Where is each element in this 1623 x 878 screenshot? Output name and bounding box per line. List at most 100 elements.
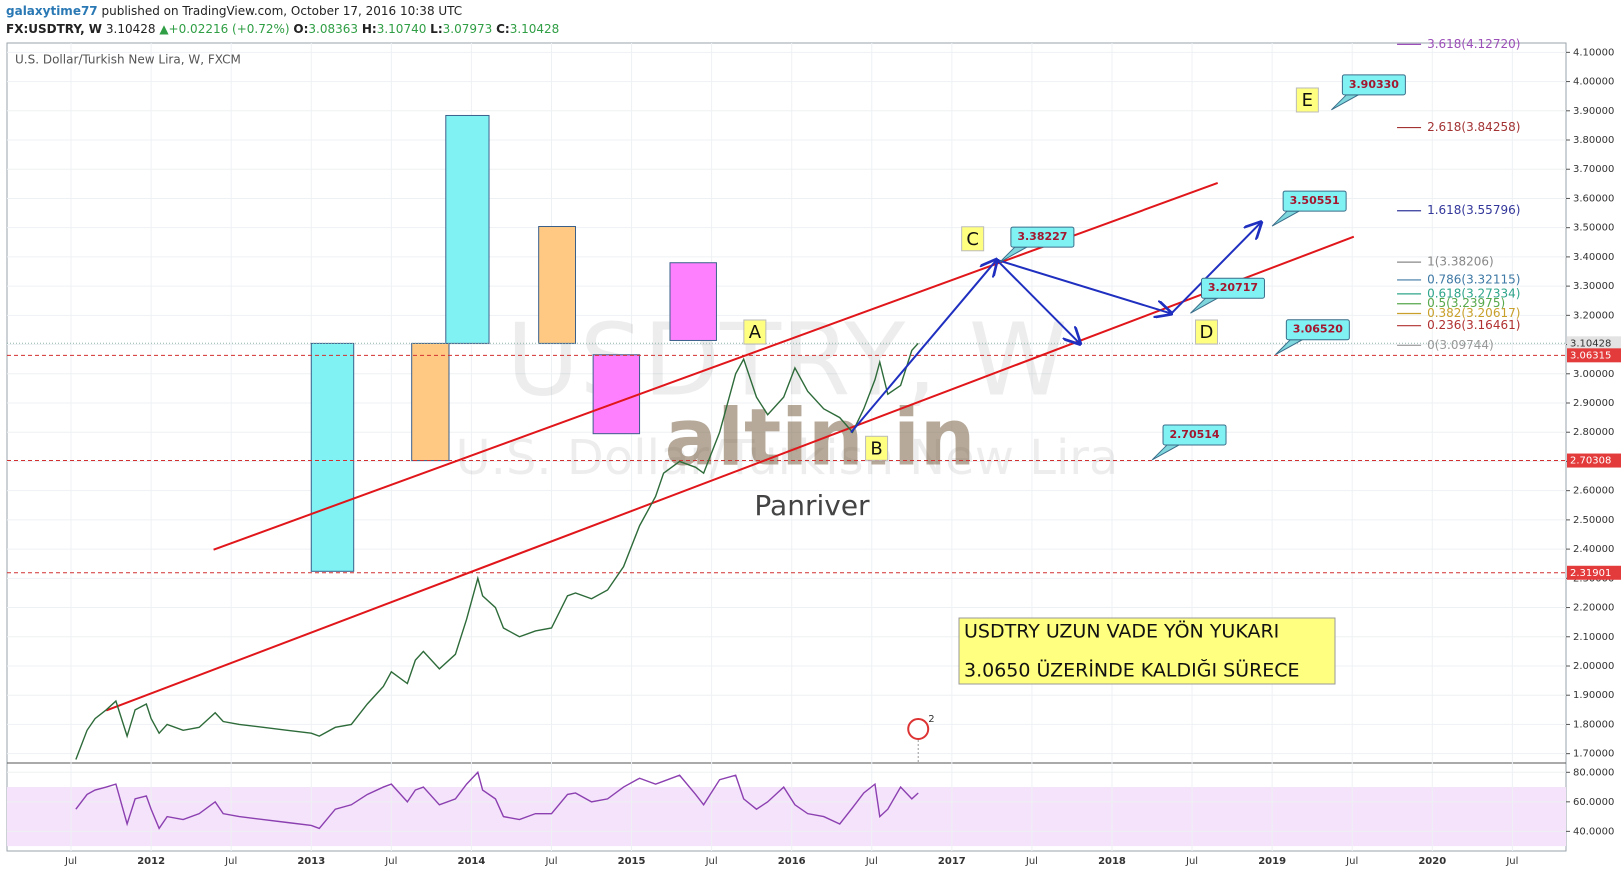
fib-label: 1(3.38206) — [1427, 255, 1494, 269]
y-tick-label: 2.20000 — [1573, 603, 1614, 614]
rsi-band — [7, 787, 1566, 847]
callout-box — [1282, 190, 1347, 212]
y-tick-label: 2.00000 — [1573, 661, 1614, 672]
plot-layer: Jul 2012 Jul 2013 Jul 2014 Jul 2015 Jul 2016 Jul 20… — [7, 37, 1621, 867]
callout-box — [1162, 424, 1227, 446]
y-tick-label: 3.70000 — [1573, 164, 1614, 175]
ohlc-value: 3.10740 — [377, 22, 427, 36]
fib-label: 0(3.09744) — [1427, 338, 1494, 352]
callout-label: 3.50551 — [1290, 194, 1340, 207]
trendline — [105, 235, 1355, 712]
fib-label: 0.382(3.20617) — [1427, 306, 1520, 320]
x-tick-label: Jul — [1505, 856, 1518, 867]
wave-label: E — [1302, 90, 1313, 111]
published: published on TradingView.com, October 17… — [101, 4, 462, 18]
note-line: 3.0650 ÜZERİNDE KALDIĞI SÜRECE — [964, 658, 1300, 682]
x-tick-label: 2015 — [618, 856, 646, 867]
y-tick-label: 2.50000 — [1573, 515, 1614, 526]
price-tag-label: 2.31901 — [1570, 568, 1611, 579]
change: ▲+0.02216 (+0.72%) — [159, 22, 289, 36]
x-tick-label: Jul — [384, 856, 397, 867]
x-tick-label: 2013 — [297, 856, 325, 867]
y-tick-label: 3.90000 — [1573, 106, 1614, 117]
x-tick-label: 2018 — [1098, 856, 1126, 867]
event-count: 2 — [928, 714, 934, 725]
price-tag — [1567, 336, 1621, 351]
arrow — [995, 259, 1080, 344]
y-tick-label: 3.50000 — [1573, 223, 1614, 234]
zone-box — [411, 342, 450, 462]
zone-box — [538, 226, 577, 344]
ohlc-value: 3.08363 — [308, 22, 358, 36]
ohlc-value: 3.07973 — [443, 22, 493, 36]
price-tag-label: 3.06315 — [1570, 350, 1611, 361]
x-tick-label: Jul — [1345, 856, 1358, 867]
price-line-series — [75, 342, 919, 760]
x-tick-label: Jul — [705, 856, 718, 867]
callout-label: 3.20717 — [1208, 281, 1258, 294]
x-tick-label: 2016 — [778, 856, 806, 867]
y-tick-label: 3.80000 — [1573, 135, 1614, 146]
arrow — [850, 260, 997, 434]
x-tick-label: Jul — [544, 856, 557, 867]
x-tick-label: Jul — [1025, 856, 1038, 867]
y-tick-label: 3.30000 — [1573, 281, 1614, 292]
watermark-subtitle: U.S. Dollar/Turkish New Lira — [456, 430, 1119, 486]
ohlc-key: O: — [293, 22, 308, 36]
x-tick-label: Jul — [865, 856, 878, 867]
price-tag — [1567, 348, 1621, 363]
wave-label: A — [749, 322, 762, 343]
wave-box — [743, 319, 767, 345]
event-icon — [907, 718, 930, 740]
x-tick-label: 2020 — [1418, 856, 1446, 867]
y-tick-label: 1.70000 — [1573, 749, 1614, 760]
callout-label: 3.90330 — [1349, 78, 1399, 91]
wave-label: D — [1200, 322, 1214, 343]
fib-label: 0.618(3.27334) — [1427, 286, 1520, 300]
y-tick-label: 3.20000 — [1573, 310, 1614, 321]
fib-label: 2.618(3.84258) — [1427, 120, 1520, 134]
fib-label: 1.618(3.55796) — [1427, 203, 1520, 217]
chart-title: U.S. Dollar/Turkish New Lira, W, FXCM — [15, 53, 241, 67]
fib-label: 0.236(3.16461) — [1427, 318, 1520, 332]
symbol: FX:USDTRY, W — [6, 22, 102, 36]
fib-label: 3.618(4.12720) — [1427, 37, 1520, 51]
wave-box — [1295, 87, 1319, 113]
note-line: USDTRY UZUN VADE YÖN YUKARI — [964, 620, 1279, 643]
callout-box — [1341, 74, 1406, 96]
y-tick-label: 2.40000 — [1573, 544, 1614, 555]
x-tick-label: 2017 — [938, 856, 966, 867]
ohlc-key: C: — [496, 22, 510, 36]
callout-box — [1200, 277, 1265, 299]
y-tick-label: 60.0000 — [1573, 797, 1614, 808]
y-tick-label: 2.90000 — [1573, 398, 1614, 409]
callout-label: 2.70514 — [1169, 428, 1219, 441]
price-tag — [1567, 453, 1621, 468]
ohlc-value: 3.10428 — [510, 22, 560, 36]
callout-box — [1285, 319, 1350, 341]
x-tick-label: 2014 — [457, 856, 485, 867]
ohlc-key: H: — [362, 22, 377, 36]
callout-box — [1010, 226, 1075, 248]
fib-label: 0.786(3.32115) — [1427, 272, 1520, 286]
wave-label: B — [870, 438, 882, 459]
y-tick-label: 3.00000 — [1573, 369, 1614, 380]
price-tag-label: 2.70308 — [1570, 456, 1611, 467]
x-tick-label: 2012 — [137, 856, 165, 867]
y-tick-label: 3.60000 — [1573, 193, 1614, 204]
callout-label: 3.06520 — [1293, 323, 1343, 336]
wave-box — [961, 226, 985, 252]
chart-frame — [6, 42, 1567, 852]
author[interactable]: galaxytime77 — [6, 4, 98, 18]
last: 3.10428 — [106, 22, 156, 36]
zone-box — [592, 354, 641, 435]
y-tick-label: 4.10000 — [1573, 47, 1614, 58]
y-tick-label: 1.90000 — [1573, 690, 1614, 701]
y-tick-label: 2.60000 — [1573, 486, 1614, 497]
price-tag-label: 3.10428 — [1570, 338, 1611, 349]
ohlc-key: L: — [430, 22, 442, 36]
symbol-line: FX:USDTRY, W 3.10428 ▲+0.02216 (+0.72%) … — [6, 22, 559, 36]
y-tick-label: 2.10000 — [1573, 632, 1614, 643]
wave-box — [1194, 319, 1218, 345]
